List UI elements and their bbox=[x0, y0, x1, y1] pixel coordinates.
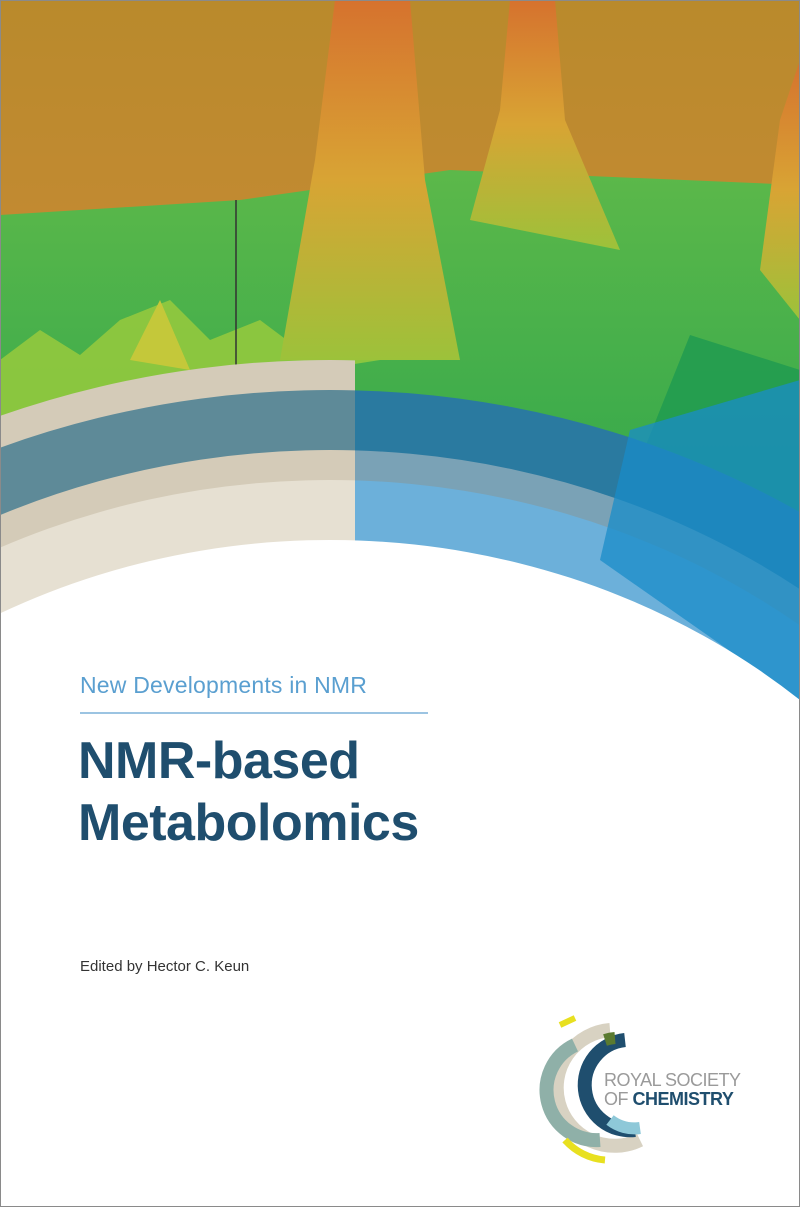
publisher-name-bold: CHEMISTRY bbox=[632, 1089, 734, 1109]
title-line-1: NMR-based bbox=[78, 732, 360, 790]
publisher-line-2: OF CHEMISTRY bbox=[604, 1090, 741, 1109]
white-panel bbox=[0, 539, 800, 1207]
editor-credit: Edited by Hector C. Keun bbox=[80, 958, 250, 975]
publisher-prefix: OF bbox=[604, 1089, 633, 1109]
publisher-logo-text: ROYAL SOCIETY OF CHEMISTRY bbox=[604, 1071, 741, 1109]
series-title: New Developments in NMR bbox=[80, 672, 368, 698]
book-title: NMR-based Metabolomics bbox=[78, 730, 419, 854]
rsc-logo-icon bbox=[539, 1015, 644, 1164]
title-line-2: Metabolomics bbox=[78, 794, 419, 852]
blue-accent-block bbox=[600, 380, 800, 700]
series-divider bbox=[80, 712, 428, 714]
publisher-line-1: ROYAL SOCIETY bbox=[604, 1070, 741, 1090]
